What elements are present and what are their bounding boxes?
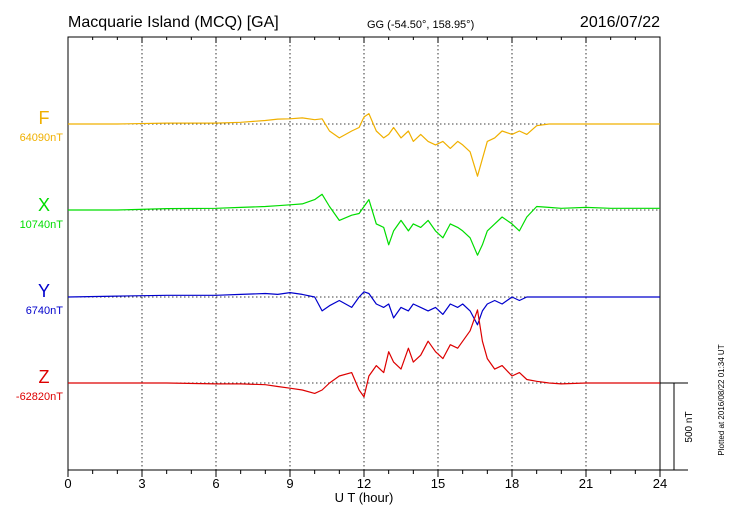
- series-line-y: [67, 291, 660, 326]
- x-tick-label: 3: [138, 476, 145, 491]
- x-tick-label: 0: [64, 476, 71, 491]
- x-tick-label: 15: [431, 476, 445, 491]
- series-line-f: [68, 112, 660, 177]
- chart-date: 2016/07/22: [580, 14, 660, 31]
- component-letter-x: X: [38, 195, 50, 215]
- component-baseline-f: 64090nT: [20, 132, 64, 144]
- x-tick-label: 9: [286, 476, 293, 491]
- grid-lines: [141, 37, 587, 470]
- x-tick-label: 6: [212, 476, 219, 491]
- component-baseline-y: 6740nT: [26, 305, 64, 317]
- x-tick-label: 12: [357, 476, 371, 491]
- scale-bar: 500 nT: [660, 382, 695, 471]
- x-axis-ticks: 0 3 6 9 12 15 18 21 24: [64, 37, 667, 491]
- scale-bar-label: 500 nT: [684, 411, 695, 442]
- x-tick-label: 18: [505, 476, 519, 491]
- component-letter-f: F: [39, 108, 50, 128]
- component-letter-y: Y: [38, 281, 50, 301]
- component-baseline-x: 10740nT: [20, 219, 64, 231]
- x-axis-title: U T (hour): [335, 490, 394, 505]
- station-title: Macquarie Island (MCQ) [GA]: [68, 14, 279, 31]
- series-line-z: [68, 309, 660, 398]
- x-tick-label: 24: [653, 476, 667, 491]
- component-letter-z: Z: [39, 367, 50, 387]
- component-labels: F 64090nT X 10740nT Y 6740nT Z -62820nT: [16, 108, 63, 403]
- station-coordinates: GG (-54.50°, 158.95°): [367, 19, 474, 31]
- series-line-x: [68, 193, 660, 256]
- plotted-timestamp: Plotted at 2016/08/22 01:34 UT: [717, 344, 726, 455]
- component-baseline-z: -62820nT: [16, 391, 63, 403]
- x-tick-label: 21: [579, 476, 593, 491]
- series-lines: [67, 112, 660, 398]
